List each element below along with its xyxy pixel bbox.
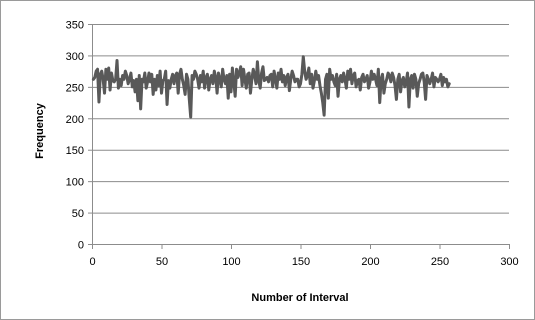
y-axis-title: Frequency	[34, 102, 46, 159]
y-tick-label: 350	[66, 20, 84, 32]
x-tick-labels: 0 50 100 150 200 250 300	[89, 256, 518, 268]
x-tick-label: 100	[222, 256, 240, 268]
x-tick-label: 250	[431, 256, 449, 268]
x-tick-label: 0	[89, 256, 95, 268]
x-tick-label: 150	[292, 256, 310, 268]
y-tick-label: 150	[66, 145, 84, 157]
y-tick-label: 250	[66, 82, 84, 94]
gridlines	[92, 24, 509, 214]
y-tick-label: 0	[78, 240, 84, 252]
y-tick-labels: 0 50 100 150 200 250 300 350	[66, 20, 84, 252]
x-tick-label: 200	[361, 256, 379, 268]
axes	[88, 24, 510, 249]
y-tick-label: 50	[72, 208, 84, 220]
series-layer	[91, 55, 451, 119]
y-tick-label: 100	[66, 177, 84, 189]
y-tick-label: 300	[66, 51, 84, 63]
y-tick-label: 200	[66, 114, 84, 126]
x-axis-title: Number of Interval	[251, 292, 348, 304]
x-tick-label: 300	[500, 256, 518, 268]
x-tick-label: 50	[156, 256, 168, 268]
frequency-series-line	[91, 55, 451, 119]
